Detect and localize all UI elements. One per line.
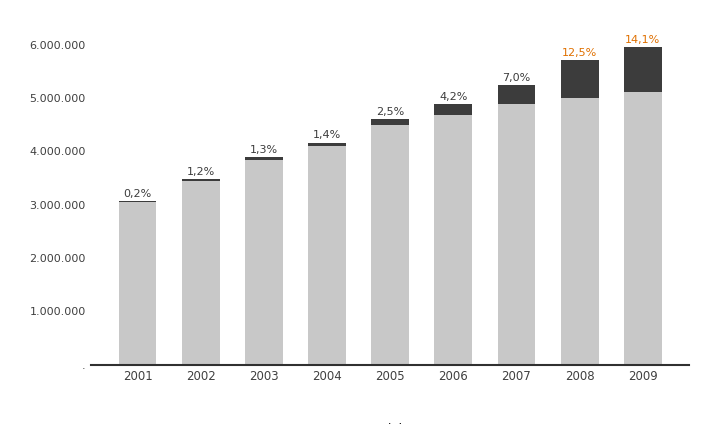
Bar <box>624 47 662 92</box>
Text: 12,5%: 12,5% <box>562 47 598 58</box>
Bar <box>181 179 219 181</box>
Text: 7,0%: 7,0% <box>503 73 531 83</box>
Text: 1,3%: 1,3% <box>250 145 278 155</box>
Bar <box>245 160 283 365</box>
Bar <box>308 146 346 365</box>
Bar <box>181 181 219 365</box>
Text: 1,4%: 1,4% <box>313 131 341 140</box>
Text: 2,5%: 2,5% <box>376 106 404 117</box>
Text: 1,2%: 1,2% <box>186 167 215 177</box>
Bar <box>498 85 536 104</box>
Bar <box>308 142 346 146</box>
Text: 4,2%: 4,2% <box>439 92 467 102</box>
Legend: Presencial, EaD: Presencial, EaD <box>325 423 456 424</box>
Bar <box>119 202 157 365</box>
Bar <box>371 119 409 125</box>
Text: 14,1%: 14,1% <box>625 35 660 45</box>
Bar <box>561 60 599 98</box>
Bar <box>434 115 472 365</box>
Bar <box>561 98 599 365</box>
Bar <box>371 125 409 365</box>
Bar <box>434 104 472 115</box>
Text: 0,2%: 0,2% <box>123 190 152 199</box>
Bar <box>245 157 283 160</box>
Bar <box>624 92 662 365</box>
Bar <box>498 104 536 365</box>
